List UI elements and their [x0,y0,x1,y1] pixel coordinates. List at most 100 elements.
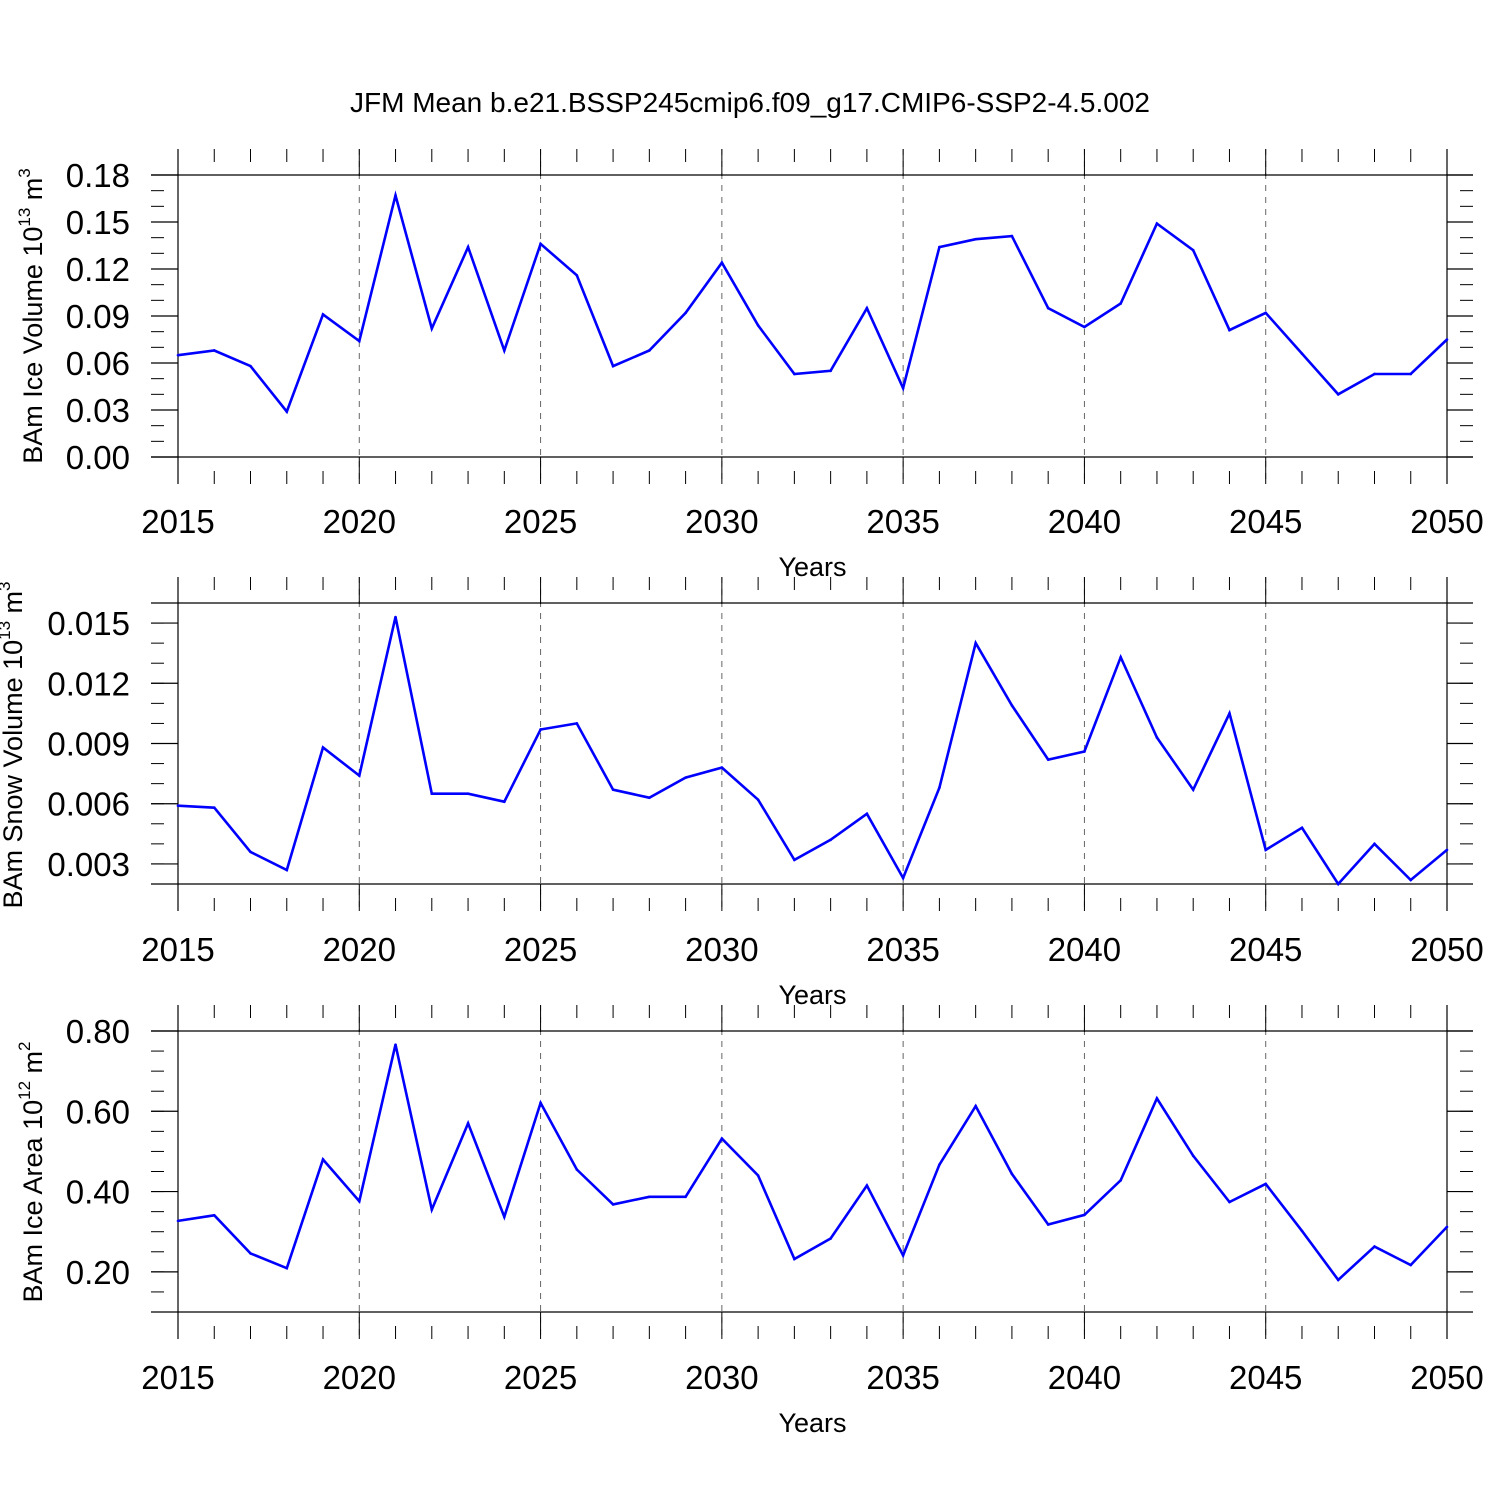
data-point [575,1168,579,1171]
data-point [1119,302,1122,305]
y-axis-label-exp: 13 [0,621,14,640]
data-point [212,806,216,810]
data-point [793,372,796,376]
x-tick-label: 2035 [866,1359,939,1396]
x-tick-label: 2050 [1410,931,1483,968]
data-point [1300,352,1304,355]
data-point [430,792,434,795]
x-tick-label: 2015 [141,931,214,968]
panel-ice-volume: 2015 2020 2025 2030 2035 2040 2045 2050 Years 0.0… [15,149,1484,582]
data-point [720,261,724,265]
x-axis-label: Years [778,1408,846,1438]
data-point [430,1208,434,1211]
data-point [321,313,325,316]
data-point [394,1043,397,1046]
data-point [1010,1172,1014,1176]
data-point [684,311,687,315]
x-tick-label: 2045 [1229,1359,1302,1396]
y-tick-label: 0.006 [47,786,130,823]
data-point [793,1257,796,1261]
data-point [1046,306,1050,310]
y-axis-label: BAm Snow Volume 1013 m3 [0,581,28,908]
data-point [974,237,977,241]
data-point [1046,758,1050,761]
x-axis-label: Years [778,980,846,1010]
data-point [974,641,977,645]
data-point [1445,338,1449,341]
data-point [1409,372,1413,376]
data-point [249,1252,252,1255]
data-point [1264,1182,1268,1186]
y-axis-label-exp: 13 [15,208,34,227]
data-point [1083,325,1086,329]
x-tick-label: 2015 [141,503,214,540]
y-axis-label-unit: m [18,178,48,208]
x-axis-label: Years [778,552,846,582]
data-point [1373,1245,1376,1248]
data-point [466,1122,470,1125]
data-point [611,1203,615,1206]
data-point [829,1237,832,1240]
data-point [249,364,252,368]
data-point [321,1158,325,1161]
data-point [1155,222,1159,225]
data-point [539,242,542,246]
data-point [1445,1225,1449,1229]
data-point [648,349,651,352]
data-point [466,792,470,795]
data-point [1228,712,1231,715]
y-tick-label: 0.80 [66,1013,130,1050]
x-tick-label: 2050 [1410,503,1483,540]
data-point [575,273,579,277]
y-tick-label: 0.00 [66,439,130,476]
data-point [430,327,434,330]
data-point [176,804,180,808]
data-point [321,746,325,749]
series-line-ice-area [177,1044,1448,1282]
data-point [357,774,361,777]
data-point [1155,736,1159,739]
data-point [1083,750,1086,753]
y-axis-label-exp: 12 [15,1081,34,1100]
panel-snow-volume: 2015 2020 2025 2030 2035 2040 2045 2050 Years 0.0… [0,577,1484,1010]
data-point [539,1101,542,1105]
data-point [938,1163,941,1166]
y-axis-label: BAm Ice Volume 1013 m3 [15,168,48,464]
data-point [901,876,905,880]
y-axis-label-unit-exp: 3 [0,581,14,590]
x-tick-label: 2025 [504,503,577,540]
data-point [756,324,760,327]
data-point [1119,655,1122,659]
data-point [1336,882,1340,886]
data-point [1409,1263,1413,1267]
y-tick-label: 0.12 [66,251,130,288]
data-point [611,364,615,368]
y-axis-label-unit-exp: 3 [15,168,34,177]
y-tick-label: 0.012 [47,665,130,702]
data-point [1046,1223,1050,1226]
data-point [611,788,615,791]
data-point [1228,328,1231,332]
y-tick-label: 0.60 [66,1093,130,1130]
data-point [1409,878,1413,882]
data-point [1191,788,1195,791]
data-point [720,1137,724,1140]
y-tick-label: 0.15 [66,204,130,241]
x-tick-label: 2045 [1229,503,1302,540]
data-point [829,369,832,373]
data-point [212,349,216,352]
data-point [285,410,289,413]
y-tick-label: 0.40 [66,1174,130,1211]
data-point [1336,1278,1340,1282]
data-point [648,1195,651,1199]
data-point [865,812,869,816]
series-line-ice-volume [177,190,1448,415]
series-line-snow-volume [177,616,1448,887]
data-point [648,796,651,799]
data-point [539,728,542,731]
x-tick-label: 2030 [685,1359,758,1396]
data-point [1264,848,1268,852]
y-axis-label-unit: m [18,1051,48,1081]
data-point [756,798,760,801]
data-point [503,800,506,804]
